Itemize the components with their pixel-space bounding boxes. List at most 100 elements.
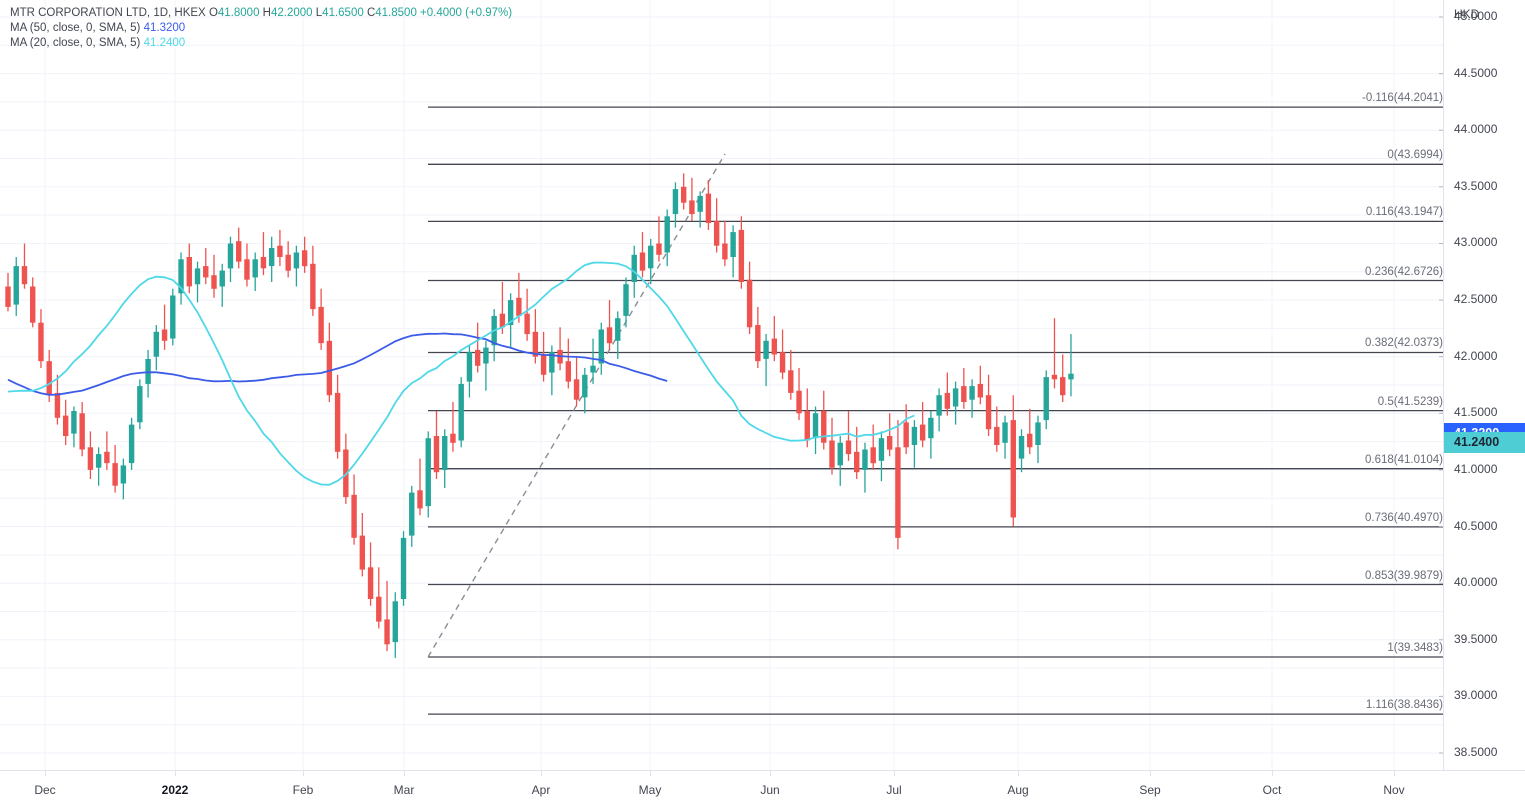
currency-label: HKD [1454, 7, 1480, 21]
time-tick: Jun [760, 783, 780, 797]
candle [549, 352, 555, 373]
candle [952, 388, 959, 407]
price-tick: 44.0000 [1454, 122, 1498, 137]
candle [878, 438, 885, 461]
price-tick: 41.0000 [1454, 461, 1498, 476]
time-tick-mark [1150, 771, 1151, 776]
price-tick: 40.5000 [1454, 518, 1498, 533]
candle [936, 395, 942, 416]
candle [895, 447, 901, 538]
candle [713, 220, 720, 246]
time-tick: Nov [1383, 783, 1405, 797]
candle [977, 383, 984, 398]
candle [293, 252, 300, 269]
price-axis[interactable]: HKD 45.0000 44.5000 44.0000 43.5000 43.0000 4… [1443, 0, 1525, 770]
candle [746, 279, 753, 328]
moving-averages [7, 261, 915, 486]
candle [499, 313, 506, 328]
candle [351, 494, 357, 538]
time-tick-mark [303, 771, 304, 776]
ma20-line [7, 261, 915, 486]
candle [631, 254, 637, 282]
price-tick: 42.5000 [1454, 292, 1498, 307]
fib-level-label: 0(43.6994) [1387, 149, 1443, 162]
candle [648, 245, 654, 269]
candle [680, 186, 687, 203]
candle [186, 257, 192, 287]
price-tick: 42.0000 [1454, 348, 1498, 363]
time-tick-mark [1394, 771, 1395, 776]
candle [268, 248, 275, 267]
candle [384, 619, 390, 645]
candle [928, 417, 934, 439]
candle [722, 243, 728, 260]
fib-level-label: 0.236(42.6726) [1364, 265, 1443, 278]
time-tick: Dec [34, 783, 56, 797]
ma50-line [7, 332, 668, 396]
candle [219, 270, 225, 287]
fib-level-label: -0.116(44.2041) [1362, 92, 1443, 105]
candle [854, 451, 860, 473]
candle [961, 386, 967, 402]
candle [763, 340, 769, 359]
time-tick-mark [175, 771, 176, 776]
time-tick: Sep [1139, 783, 1161, 797]
candle [71, 411, 77, 434]
price-tick: 41.5000 [1454, 405, 1498, 420]
candle [639, 252, 646, 271]
candle [128, 424, 135, 464]
fib-level-label: 0.382(42.0373) [1364, 337, 1443, 350]
candle [244, 259, 250, 280]
candle [590, 365, 596, 373]
candle [672, 189, 679, 214]
price-tick: 43.5000 [1454, 178, 1498, 193]
price-tick: 43.0000 [1454, 235, 1498, 250]
time-tick-mark [894, 771, 895, 776]
candle [886, 436, 893, 450]
candle [524, 313, 530, 335]
candle [919, 424, 926, 441]
time-tick-mark [541, 771, 542, 776]
price-tick: 40.0000 [1454, 575, 1498, 590]
candle [656, 243, 662, 255]
fib-retracement-lines [428, 106, 1443, 715]
candle [433, 436, 440, 473]
candle [46, 361, 52, 396]
candle [450, 433, 456, 443]
candle [376, 596, 382, 622]
candle [334, 392, 341, 452]
candle [367, 567, 374, 599]
candle [417, 490, 423, 509]
candle [796, 390, 802, 414]
candle [203, 266, 209, 278]
candle [771, 338, 778, 355]
candle [1060, 377, 1066, 396]
time-tick-mark [404, 771, 405, 776]
candle [944, 392, 951, 409]
candle [120, 465, 127, 484]
time-tick-mark [1018, 771, 1019, 776]
fib-level-label: 0.116(43.1947) [1365, 206, 1443, 219]
price-badge-cyan: 41.2400 [1444, 432, 1525, 454]
candle [623, 284, 629, 316]
price-tick: 39.0000 [1454, 688, 1498, 703]
candle [969, 386, 975, 400]
candle [540, 354, 547, 375]
candle [211, 275, 217, 289]
candle [301, 250, 308, 267]
candle [911, 426, 918, 445]
candle [697, 195, 703, 212]
candle [1068, 373, 1074, 380]
fib-level-label: 1.116(38.8436) [1365, 699, 1443, 712]
candle [689, 200, 695, 214]
time-axis[interactable]: Dec 2022 Feb Mar Apr May Jun Jul Aug Sep Oct Nov [0, 770, 1525, 810]
candle [21, 266, 28, 285]
candle [516, 297, 522, 316]
candle [474, 349, 481, 366]
candle [112, 463, 118, 486]
candle [1043, 377, 1049, 421]
candle [870, 447, 876, 464]
chart-plot-area[interactable] [0, 0, 1443, 770]
fib-level-label: 0.5(41.5239) [1377, 395, 1443, 408]
